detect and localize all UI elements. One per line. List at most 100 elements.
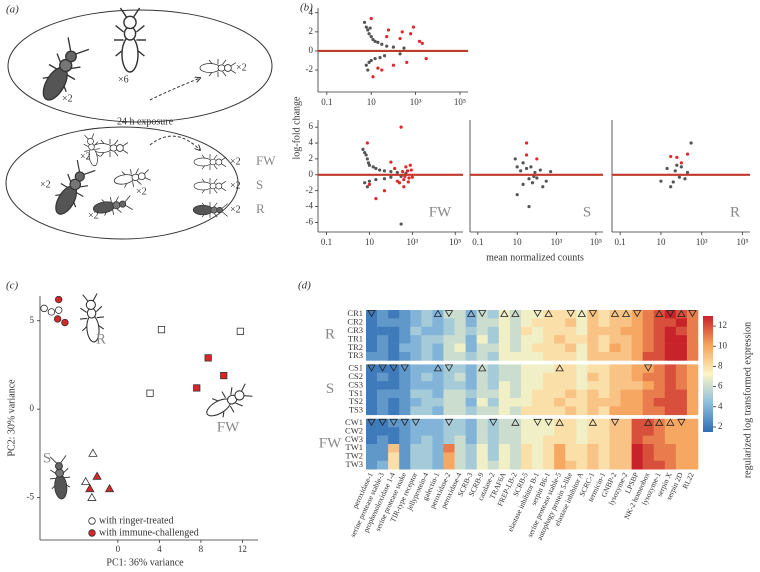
y-axis-title: log-fold change — [291, 96, 302, 160]
heatmap-cell — [554, 364, 566, 374]
heatmap-cell — [366, 335, 378, 344]
heatmap-cell — [465, 460, 477, 470]
point — [405, 60, 409, 65]
heatmap-cell — [532, 460, 544, 470]
heatmap-cell — [487, 444, 500, 453]
point — [367, 179, 372, 183]
heatmap-cell — [399, 452, 411, 462]
heatmap-cell — [631, 435, 643, 445]
heatmap-cell — [543, 398, 555, 407]
heatmap-cell — [377, 326, 389, 336]
heatmap-cell — [576, 343, 588, 353]
heatmap-cell — [388, 352, 400, 361]
heatmap-cell — [377, 435, 389, 445]
heatmap-cell — [377, 460, 389, 470]
heatmap-cell — [410, 364, 422, 374]
heatmap-cell — [686, 444, 699, 453]
heatmap-cell — [532, 418, 544, 428]
heatmap-cell — [432, 335, 444, 344]
panel-label: (c) — [6, 280, 19, 292]
heatmap-cell — [664, 460, 677, 470]
heatmap-cell — [476, 452, 489, 462]
heatmap-cell — [620, 381, 632, 390]
group-label: S — [43, 450, 51, 466]
heatmap-cell — [554, 352, 566, 361]
heatmap-cell — [576, 427, 588, 436]
point — [366, 68, 370, 72]
de-marker — [666, 310, 675, 318]
heatmap-cell — [653, 418, 666, 428]
point — [404, 165, 408, 169]
heatmap-cell — [410, 310, 422, 319]
heatmap-cell — [653, 310, 666, 319]
heatmap-cell — [498, 406, 511, 416]
icon — [193, 153, 227, 171]
heatmap-cell — [620, 460, 632, 470]
heatmap-cell — [443, 318, 455, 328]
point — [541, 185, 545, 189]
x-tick-label: 10³ — [696, 237, 708, 247]
heatmap-cell — [432, 364, 444, 374]
heatmap-cell — [587, 406, 599, 416]
point — [374, 177, 378, 182]
row-label: CR2 — [347, 317, 363, 327]
point — [549, 170, 553, 174]
y-tick-label: -4 — [306, 201, 314, 211]
heatmap-cell — [587, 398, 599, 407]
heatmap-cell — [498, 398, 511, 407]
de-marker — [577, 309, 586, 317]
point — [236, 327, 244, 335]
heatmap-cell — [366, 326, 378, 336]
heatmap-cell — [565, 418, 577, 428]
heatmap-cell — [399, 381, 411, 390]
heatmap-cell — [598, 310, 610, 319]
de-marker — [588, 418, 598, 426]
heatmap-cell — [675, 364, 688, 374]
heatmap-cell — [587, 326, 599, 336]
heatmap-cell — [554, 335, 566, 344]
heatmap-cell — [620, 406, 632, 416]
heatmap-cell — [598, 444, 610, 453]
heatmap-cell — [576, 364, 588, 374]
heatmap-cell — [410, 352, 422, 361]
heatmap-cell — [598, 398, 610, 407]
de-marker — [677, 418, 686, 427]
heatmap-cell — [465, 418, 477, 428]
heatmap-cell — [653, 460, 666, 470]
x-tick-label: 10 — [513, 237, 523, 247]
heatmap-cell — [587, 427, 599, 436]
heatmap-cell — [532, 343, 544, 353]
group-label: S — [326, 381, 334, 397]
heatmap-cell — [454, 335, 466, 344]
point — [371, 37, 375, 42]
heatmap-cell — [366, 418, 378, 428]
heatmap-cell — [532, 406, 544, 416]
heatmap-cell — [476, 326, 489, 336]
group-label: R — [325, 327, 335, 343]
point — [47, 308, 56, 316]
heatmap-cell — [410, 335, 422, 344]
heatmap-cell — [476, 352, 489, 361]
heatmap-cell — [532, 310, 544, 319]
heatmap-cell — [476, 418, 489, 428]
heatmap-cell — [509, 335, 522, 344]
heatmap-cell — [388, 364, 400, 374]
heatmap-cell — [598, 427, 610, 436]
heatmap-cell — [620, 318, 632, 328]
heatmap-cell — [532, 381, 544, 390]
point — [402, 46, 406, 50]
point — [673, 169, 677, 173]
heatmap-cell — [664, 381, 677, 390]
heatmap-cell — [532, 389, 544, 399]
heatmap-cell — [454, 427, 466, 436]
heatmap-cell — [565, 389, 577, 399]
heatmap-cell — [509, 343, 522, 353]
heatmap-cell — [620, 343, 632, 353]
heatmap-cell — [642, 310, 655, 319]
panel-title: R — [730, 204, 740, 220]
heatmap-cell — [609, 406, 621, 416]
heatmap-cell — [620, 335, 632, 344]
heatmap-cell — [543, 352, 555, 361]
row-label: CW2 — [345, 425, 363, 435]
de-marker — [444, 310, 454, 318]
